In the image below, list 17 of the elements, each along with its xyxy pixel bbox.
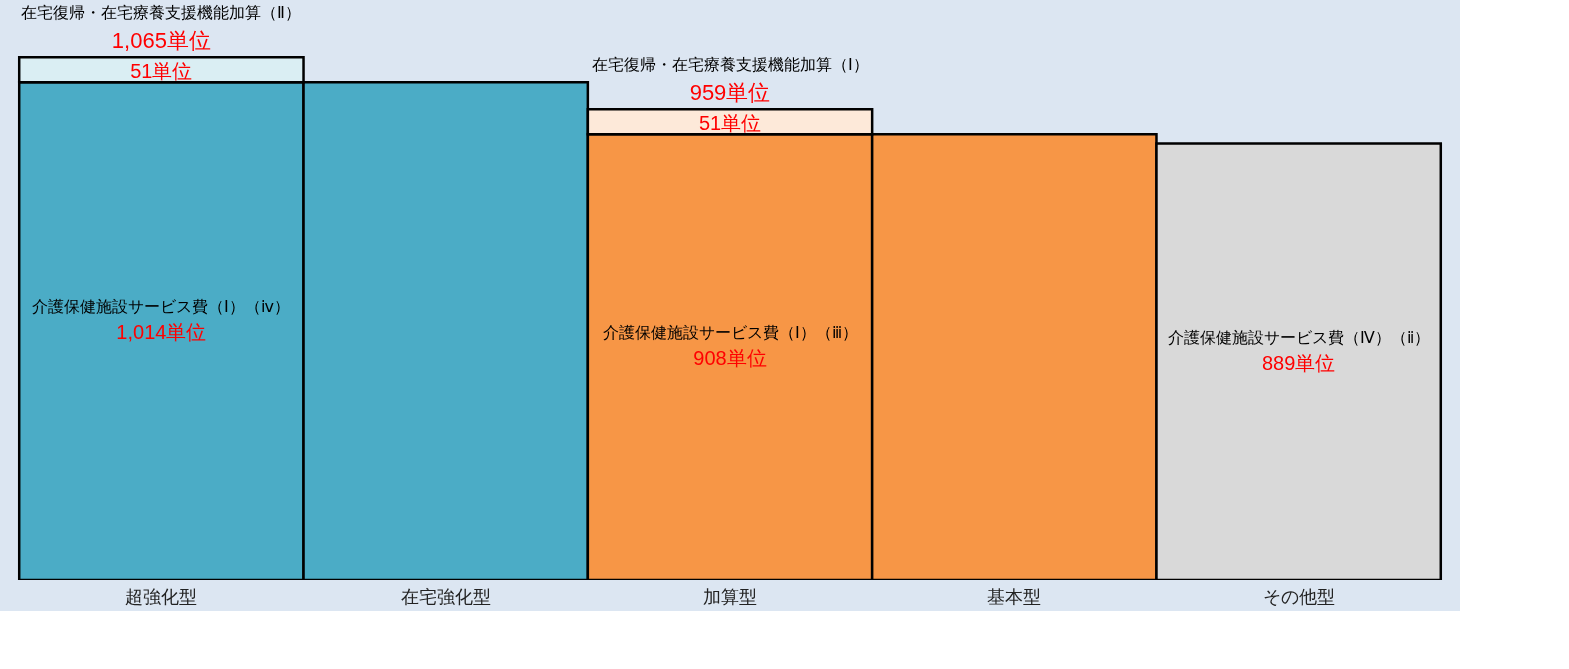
data-label: 908単位 (693, 347, 767, 370)
annotation: 介護保健施設サービス費（Ⅰ）（ⅳ） (32, 298, 291, 316)
data-label: 1,014単位 (116, 321, 207, 344)
annotation: 在宅復帰・在宅療養支援機能加算（Ⅰ） (591, 56, 869, 74)
data-label: 889単位 (1261, 351, 1336, 374)
total-label: 959単位 (689, 80, 771, 106)
total-label: 1,065単位 (111, 28, 211, 54)
x-tick-label: 基本型 (987, 586, 1042, 607)
data-label: 51単位 (698, 111, 762, 134)
x-tick-label: 超強化型 (125, 586, 198, 607)
data-label: 51単位 (130, 59, 193, 82)
x-tick-label: その他型 (1262, 586, 1335, 607)
x-tick-label: 加算型 (703, 586, 757, 607)
annotation: 介護保健施設サービス費（Ⅰ）（ⅲ） (602, 324, 858, 342)
annotation: 介護保健施設サービス費（Ⅳ）（ⅱ） (1167, 328, 1430, 346)
text: 在宅復帰・在宅療養支援機能加算（Ⅱ） (21, 4, 302, 22)
x-tick-label: 在宅強化型 (400, 586, 491, 607)
